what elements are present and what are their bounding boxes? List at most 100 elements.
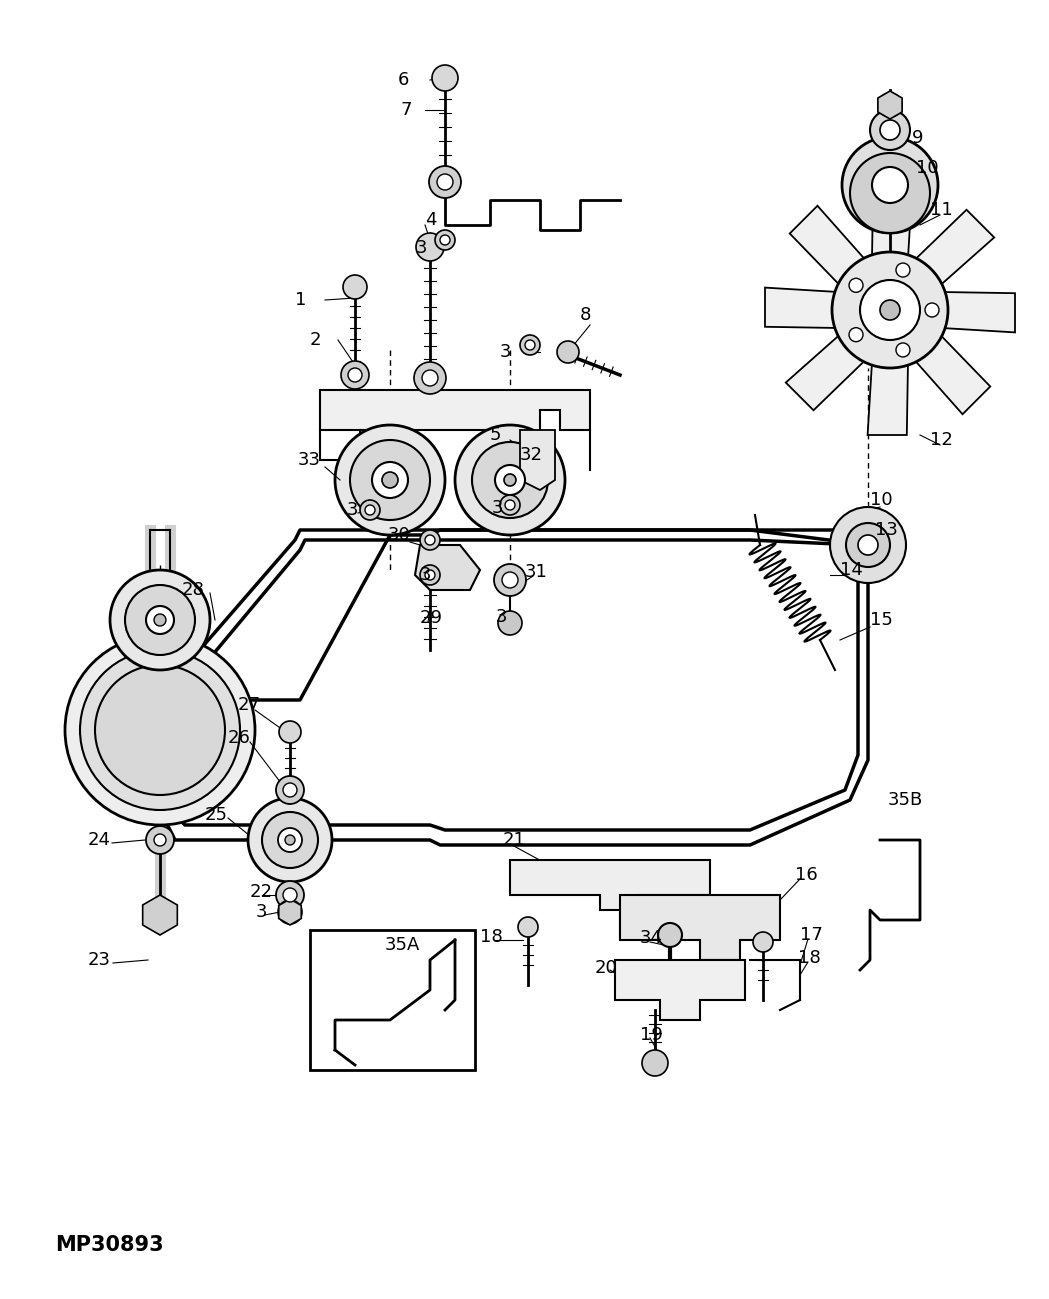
Circle shape [435, 230, 455, 249]
Circle shape [350, 440, 430, 520]
Circle shape [557, 342, 579, 362]
Circle shape [278, 827, 302, 852]
Text: 3: 3 [496, 608, 508, 626]
Circle shape [262, 812, 318, 868]
Polygon shape [279, 899, 301, 925]
Circle shape [348, 368, 362, 382]
Circle shape [455, 425, 565, 535]
Circle shape [425, 570, 435, 579]
Text: 5: 5 [490, 426, 501, 444]
Polygon shape [510, 860, 710, 911]
Circle shape [343, 275, 367, 299]
Text: 10: 10 [916, 158, 939, 177]
Circle shape [95, 665, 224, 795]
Circle shape [870, 110, 909, 149]
Circle shape [498, 611, 522, 635]
Circle shape [341, 361, 369, 388]
Circle shape [360, 500, 380, 520]
Text: 16: 16 [795, 866, 818, 885]
Text: 35A: 35A [385, 937, 421, 953]
Circle shape [372, 462, 408, 498]
Circle shape [414, 362, 446, 394]
Circle shape [878, 94, 902, 117]
Circle shape [146, 607, 174, 634]
Text: 4: 4 [425, 210, 436, 229]
Circle shape [382, 472, 398, 488]
Text: 15: 15 [870, 611, 893, 629]
Circle shape [849, 327, 863, 342]
Text: 10: 10 [870, 491, 893, 509]
Circle shape [110, 570, 210, 670]
Circle shape [276, 776, 304, 804]
Polygon shape [143, 895, 177, 935]
Polygon shape [620, 895, 780, 960]
Polygon shape [872, 184, 913, 259]
FancyBboxPatch shape [311, 930, 475, 1070]
Circle shape [283, 889, 297, 902]
Circle shape [642, 1050, 668, 1076]
Circle shape [500, 495, 520, 514]
Circle shape [154, 614, 166, 626]
Polygon shape [615, 960, 745, 1020]
Circle shape [495, 465, 524, 495]
Text: 18: 18 [480, 927, 502, 946]
Circle shape [420, 565, 440, 585]
Text: 7: 7 [400, 101, 411, 120]
Text: 27: 27 [238, 696, 261, 714]
Circle shape [80, 650, 240, 811]
Text: 34: 34 [640, 929, 663, 947]
Text: 11: 11 [930, 201, 952, 220]
Circle shape [279, 721, 301, 743]
Text: 20: 20 [595, 959, 618, 977]
Polygon shape [415, 546, 480, 590]
Polygon shape [790, 205, 866, 286]
Circle shape [276, 881, 304, 909]
Circle shape [849, 278, 863, 292]
Circle shape [520, 335, 540, 355]
Text: 35B: 35B [889, 791, 923, 809]
Polygon shape [878, 91, 902, 120]
Circle shape [880, 120, 900, 140]
Text: 14: 14 [840, 561, 863, 579]
Circle shape [422, 370, 438, 386]
Circle shape [278, 900, 302, 924]
Text: 22: 22 [250, 883, 273, 902]
Text: 8: 8 [580, 307, 592, 323]
Polygon shape [868, 362, 908, 435]
Polygon shape [914, 334, 990, 414]
Circle shape [504, 474, 516, 486]
Circle shape [437, 174, 453, 190]
Circle shape [858, 535, 878, 555]
Text: 3: 3 [347, 501, 359, 520]
Circle shape [429, 166, 461, 197]
Circle shape [842, 136, 938, 233]
Circle shape [472, 442, 548, 518]
Polygon shape [765, 287, 838, 329]
Circle shape [850, 153, 930, 233]
Text: 18: 18 [798, 950, 820, 966]
Text: 29: 29 [420, 609, 443, 627]
Text: 30: 30 [388, 526, 411, 544]
Circle shape [830, 507, 906, 583]
Text: 19: 19 [640, 1026, 663, 1044]
Circle shape [440, 235, 450, 246]
Text: 3: 3 [420, 566, 431, 585]
Text: 3: 3 [256, 903, 267, 921]
Text: 1: 1 [295, 291, 306, 309]
Text: 25: 25 [205, 805, 228, 824]
Text: 23: 23 [88, 951, 111, 969]
Circle shape [335, 425, 445, 535]
Circle shape [524, 340, 535, 349]
Circle shape [283, 783, 297, 798]
Text: 33: 33 [298, 451, 321, 469]
Text: 12: 12 [930, 431, 952, 449]
Circle shape [420, 530, 440, 549]
Text: 32: 32 [520, 446, 543, 464]
Polygon shape [942, 292, 1015, 333]
Text: 28: 28 [181, 581, 205, 599]
Circle shape [425, 535, 435, 546]
Circle shape [658, 924, 682, 947]
Circle shape [880, 300, 900, 320]
Circle shape [432, 65, 458, 91]
Polygon shape [786, 334, 866, 410]
